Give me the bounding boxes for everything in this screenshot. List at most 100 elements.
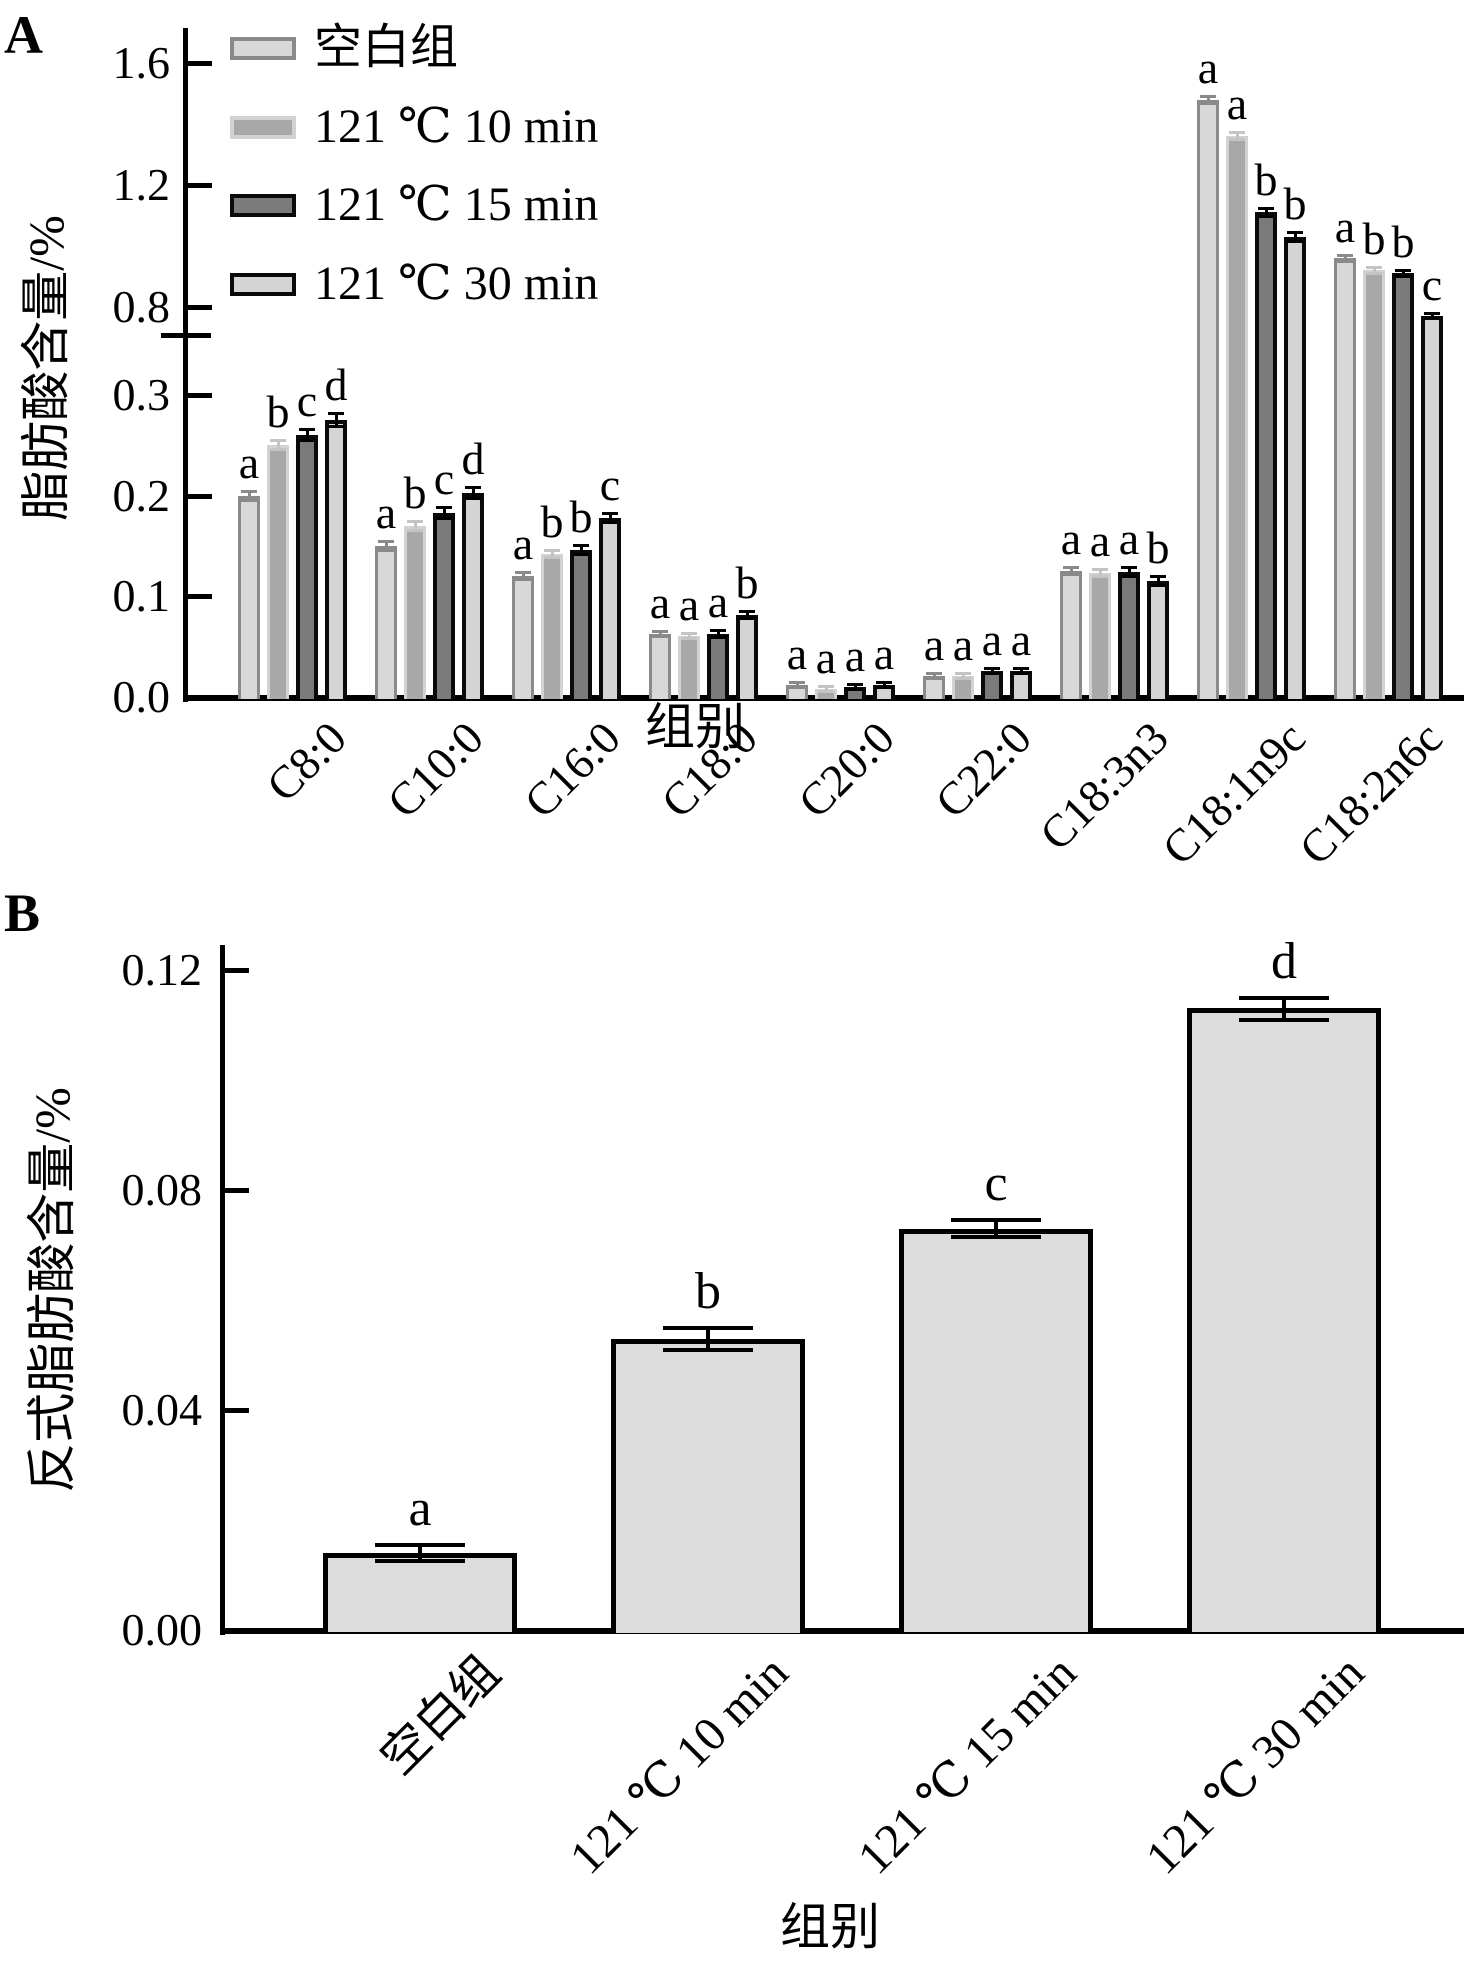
category-label-text: C20:0 [788, 711, 904, 828]
error-bar-cap [1229, 138, 1245, 141]
error-bar-cap [375, 1559, 465, 1563]
error-bar-cap [1366, 266, 1382, 269]
y-axis-tick [225, 1188, 249, 1193]
panel-b-label: B [4, 883, 41, 943]
error-bar-cap [681, 632, 697, 635]
bar [1255, 212, 1277, 699]
bar [1118, 572, 1140, 699]
error-bar-cap [1424, 312, 1440, 315]
y-tick-label: 0.0 [112, 671, 171, 722]
error-bar [443, 508, 446, 518]
error-bar-cap [436, 506, 452, 509]
sig-letter: a [512, 518, 534, 569]
bar [323, 1553, 517, 1632]
bar [325, 420, 347, 699]
error-bar-cap [739, 610, 755, 613]
sig-letter: c [599, 459, 621, 510]
error-bar-cap [1395, 269, 1411, 272]
bar [1147, 581, 1169, 699]
error-bar-cap [1013, 672, 1029, 675]
y-axis-line [220, 945, 225, 1635]
error-bar-cap [1395, 275, 1411, 278]
error-bar-cap [984, 667, 1000, 670]
error-bar-cap [1337, 254, 1353, 257]
sig-letter: c [1421, 259, 1443, 310]
bar [1421, 316, 1443, 699]
y-axis-tick [188, 594, 212, 599]
error-bar [1431, 314, 1434, 317]
error-bar-cap [1424, 316, 1440, 319]
bar [1089, 573, 1111, 699]
legend-label: 空白组 [314, 21, 459, 74]
error-bar-cap [876, 681, 892, 684]
sig-letter: b [569, 491, 593, 542]
sig-letter: a [844, 630, 866, 681]
error-bar [706, 1328, 710, 1350]
error-bar [688, 634, 691, 638]
bar [462, 493, 484, 699]
bar [1226, 136, 1248, 699]
bar [1060, 571, 1082, 699]
error-bar-cap [378, 540, 394, 543]
error-bar-cap [515, 571, 531, 574]
sig-letter: b [1283, 178, 1307, 229]
legend-label: 121 ℃ 15 min [314, 178, 599, 231]
sig-letter: b [1391, 216, 1415, 267]
y-tick-label: 1.2 [112, 159, 171, 210]
error-bar-cap [1239, 996, 1329, 1000]
category-label-text: 121 ℃ 15 min [847, 1645, 1087, 1885]
y-axis-title: 反式脂肪酸含量/% [24, 1087, 80, 1493]
error-bar-cap [1092, 568, 1108, 571]
error-bar-cap [375, 1543, 465, 1547]
error-bar-cap [652, 630, 668, 633]
error-bar-cap [955, 677, 971, 680]
bar [981, 671, 1003, 699]
error-bar-cap [663, 1326, 753, 1330]
sig-letter: b [403, 467, 427, 518]
error-bar [418, 1545, 422, 1562]
error-bar-cap [1287, 240, 1303, 243]
error-bar-cap [984, 672, 1000, 675]
error-bar-cap [573, 544, 589, 547]
error-bar [609, 514, 612, 522]
error-bar [883, 683, 886, 687]
sig-letter: a [873, 628, 895, 679]
sig-letter: b [1254, 154, 1278, 205]
sig-letter: d [461, 433, 485, 484]
legend-swatch [230, 37, 296, 60]
sig-letter: b [735, 557, 759, 608]
error-bar [385, 542, 388, 550]
error-bar-cap [847, 683, 863, 686]
y-tick-label: 0.08 [121, 1164, 203, 1215]
bar [433, 513, 455, 699]
sig-letter: b [1362, 213, 1386, 264]
error-bar-cap [1200, 102, 1216, 105]
y-tick-label: 1.6 [112, 37, 171, 88]
error-bar-cap [1150, 584, 1166, 587]
error-bar-cap [241, 490, 257, 493]
error-bar-cap [1121, 566, 1137, 569]
error-bar [580, 546, 583, 554]
error-bar-cap [328, 412, 344, 415]
error-bar-cap [955, 672, 971, 675]
sig-letter: a [815, 632, 837, 683]
panel-a-label: A [4, 5, 43, 65]
y-axis-line [183, 28, 188, 702]
error-bar [796, 683, 799, 687]
error-bar [1070, 568, 1073, 574]
error-bar-cap [465, 486, 481, 489]
error-bar-cap [1200, 95, 1216, 98]
sig-letter: b [266, 386, 290, 437]
bar [267, 445, 289, 699]
error-bar [1128, 568, 1131, 576]
error-bar-cap [602, 512, 618, 515]
panel-a-chart: 0.8 1.2 1.6 0.0 0.1 0.2 0.3 脂肪酸含量/% 组别 a b c d C8:0 a b… [0, 0, 1468, 880]
bar [375, 546, 397, 699]
y-axis-tick [225, 968, 249, 973]
error-bar [248, 492, 251, 500]
sig-letter: c [984, 1155, 1008, 1212]
sig-letter: a [1089, 515, 1111, 566]
bar [599, 518, 621, 699]
category-label-text: 空白组 [371, 1645, 511, 1786]
